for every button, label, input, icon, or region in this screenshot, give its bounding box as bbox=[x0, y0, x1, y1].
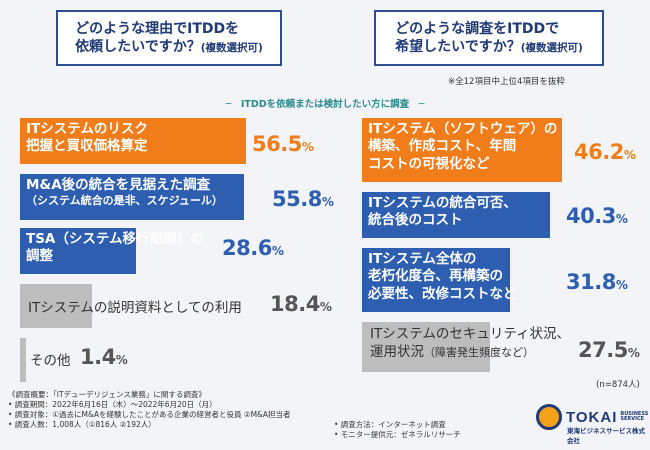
value-left-2: 55.8% bbox=[272, 187, 334, 211]
value-left-4: 18.4% bbox=[270, 292, 332, 316]
survey-target-label: ─ ITDDを依頼または検討したい方に調査 ─ bbox=[225, 99, 425, 110]
logo-main-text: TOKAI bbox=[566, 408, 618, 426]
logo-sub-line1: BUSINESS bbox=[620, 410, 649, 417]
bar-right-4-label-a: ITシステムのセキュリティ状況、 bbox=[370, 326, 571, 342]
bar-left-4-label: ITシステムの説明資料としての利用 bbox=[28, 300, 242, 316]
bar-right-3-label-c: 必要性、改修コストなど bbox=[368, 285, 517, 302]
sample-size-note: (n=874人) bbox=[596, 380, 640, 390]
value-right-3-number: 31.8 bbox=[566, 270, 616, 294]
logo-sub-line2: SERVICE bbox=[620, 416, 645, 422]
bar-right-2-label-b: 統合後のコスト bbox=[368, 212, 463, 229]
value-right-2-number: 40.3 bbox=[566, 204, 616, 228]
value-left-1: 56.5% bbox=[252, 132, 314, 156]
bar-left-1-label-a: ITシステムのリスク bbox=[26, 121, 148, 137]
question-left-note: (複数選択可) bbox=[200, 42, 263, 54]
bar-left-4 bbox=[20, 284, 92, 328]
value-left-5-number: 1.4 bbox=[80, 345, 116, 369]
bar-right-2-label-a: ITシステムの統合可否、 bbox=[368, 195, 517, 211]
bar-right-4-text: ITシステムのセキュリティ状況、 運用状況（障害発生頻度など） bbox=[370, 326, 570, 361]
bar-left-2-label-b: （システム統合の是非、スケジュール） bbox=[26, 194, 223, 208]
bar-right-4-label-c: （障害発生頻度など） bbox=[424, 345, 534, 359]
bar-left-5 bbox=[20, 338, 26, 382]
bar-right-3-label-a: ITシステム全体の bbox=[368, 251, 477, 267]
value-left-2-pct: % bbox=[321, 195, 334, 209]
bar-right-3-label-b: 老朽化度合、再構築の bbox=[368, 268, 503, 285]
logo-company-name: 東海ビジネスサービス株式会社 bbox=[567, 427, 645, 445]
question-box-left: どのような理由でITDDを 依頼したいですか？(複数選択可) bbox=[56, 10, 282, 66]
bar-left-3-label-b: 調整 bbox=[26, 248, 53, 265]
survey-title: 《調査概要：「ITデューデリジェンス業務」に関する調査》 bbox=[8, 390, 206, 399]
value-right-1: 46.2% bbox=[574, 140, 636, 164]
value-left-1-pct: % bbox=[301, 140, 314, 154]
value-left-3: 28.6% bbox=[222, 236, 284, 260]
value-right-4-pct: % bbox=[627, 346, 640, 360]
bar-right-3: ITシステム全体の 老朽化度合、再構築の 必要性、改修コストなど bbox=[362, 248, 517, 312]
value-left-4-pct: % bbox=[319, 300, 332, 314]
survey-provider: • モニター提供元：ゼネラルリサーチ bbox=[334, 430, 461, 440]
bar-right-1: ITシステム（ソフトウェア）の 構築、作成コスト、年間 コストの可視化など bbox=[362, 118, 562, 182]
bar-left-1: ITシステムのリスク 把握と買収価格算定 bbox=[20, 118, 246, 164]
question-left-line1: どのような理由でITDDを bbox=[75, 20, 240, 37]
value-right-2: 40.3% bbox=[566, 204, 628, 228]
logo-sub-text: BUSINESS SERVICE bbox=[620, 410, 649, 423]
bar-right-2: ITシステムの統合可否、 統合後のコスト bbox=[362, 192, 550, 238]
value-right-1-pct: % bbox=[623, 148, 636, 162]
survey-info-2: • 調査方法：インターネット調査 • モニター提供元：ゼネラルリサーチ bbox=[334, 420, 461, 440]
value-left-3-number: 28.6 bbox=[222, 236, 272, 260]
value-left-5-pct: % bbox=[115, 353, 128, 367]
value-right-3-pct: % bbox=[615, 278, 628, 292]
bar-left-2: M&A後の統合を見据えた調査 （システム統合の是非、スケジュール） bbox=[20, 174, 244, 220]
value-right-2-pct: % bbox=[615, 212, 628, 226]
value-left-2-number: 55.8 bbox=[272, 187, 322, 211]
bar-left-2-label-a: M&A後の統合を見据えた調査 bbox=[26, 177, 211, 193]
question-right-line1: どのような調査をITDDで bbox=[395, 20, 560, 37]
value-right-1-number: 46.2 bbox=[574, 140, 624, 164]
bar-right-4 bbox=[362, 322, 490, 372]
bar-right-1-label-b: 構築、作成コスト、年間 bbox=[368, 138, 517, 155]
survey-period: • 調査期間：2022年6月16日（木）～2022年6月20日（月） bbox=[8, 400, 217, 410]
value-left-1-number: 56.5 bbox=[252, 132, 302, 156]
top-note: ※全12項目中上位4項目を抜粋 bbox=[448, 77, 565, 87]
value-left-5: 1.4% bbox=[80, 345, 128, 369]
bar-left-1-label-b: 把握と買収価格算定 bbox=[26, 138, 148, 155]
question-box-right: どのような調査をITDDで 希望したいですか？(複数選択可) bbox=[374, 10, 604, 66]
value-left-3-pct: % bbox=[271, 244, 284, 258]
logo-mark-icon bbox=[536, 404, 562, 430]
bar-left-3: TSA（システム移行期間）の 調整 bbox=[20, 228, 204, 274]
bar-left-5-label: その他 bbox=[30, 353, 71, 369]
question-right-note: (複数選択可) bbox=[520, 42, 583, 54]
value-right-4: 27.5% bbox=[578, 338, 640, 362]
bar-left-3-label-a: TSA（システム移行期間）の bbox=[26, 231, 204, 247]
question-left-line2: 依頼したいですか？ bbox=[75, 39, 201, 55]
survey-method: • 調査方法：インターネット調査 bbox=[334, 420, 446, 429]
survey-target: • 調査対象：①過去にM&Aを経験したことがある企業の経営者と役員 ②M&A担当… bbox=[8, 410, 291, 420]
value-right-3: 31.8% bbox=[566, 270, 628, 294]
question-right-line2: 希望したいですか？ bbox=[395, 39, 521, 55]
value-left-4-number: 18.4 bbox=[270, 292, 320, 316]
company-logo: TOKAI BUSINESS SERVICE bbox=[536, 404, 648, 430]
bar-right-1-label-c: コストの可視化など bbox=[368, 155, 490, 172]
survey-info: 《調査概要：「ITデューデリジェンス業務」に関する調査》 • 調査期間：2022… bbox=[8, 390, 291, 431]
survey-count: • 調査人数：1,008人（①816人 ②192人） bbox=[8, 420, 156, 430]
bar-right-1-label-a: ITシステム（ソフトウェア）の bbox=[368, 121, 558, 137]
value-right-4-number: 27.5 bbox=[578, 338, 628, 362]
bar-right-4-label-b: 運用状況 bbox=[370, 343, 424, 360]
